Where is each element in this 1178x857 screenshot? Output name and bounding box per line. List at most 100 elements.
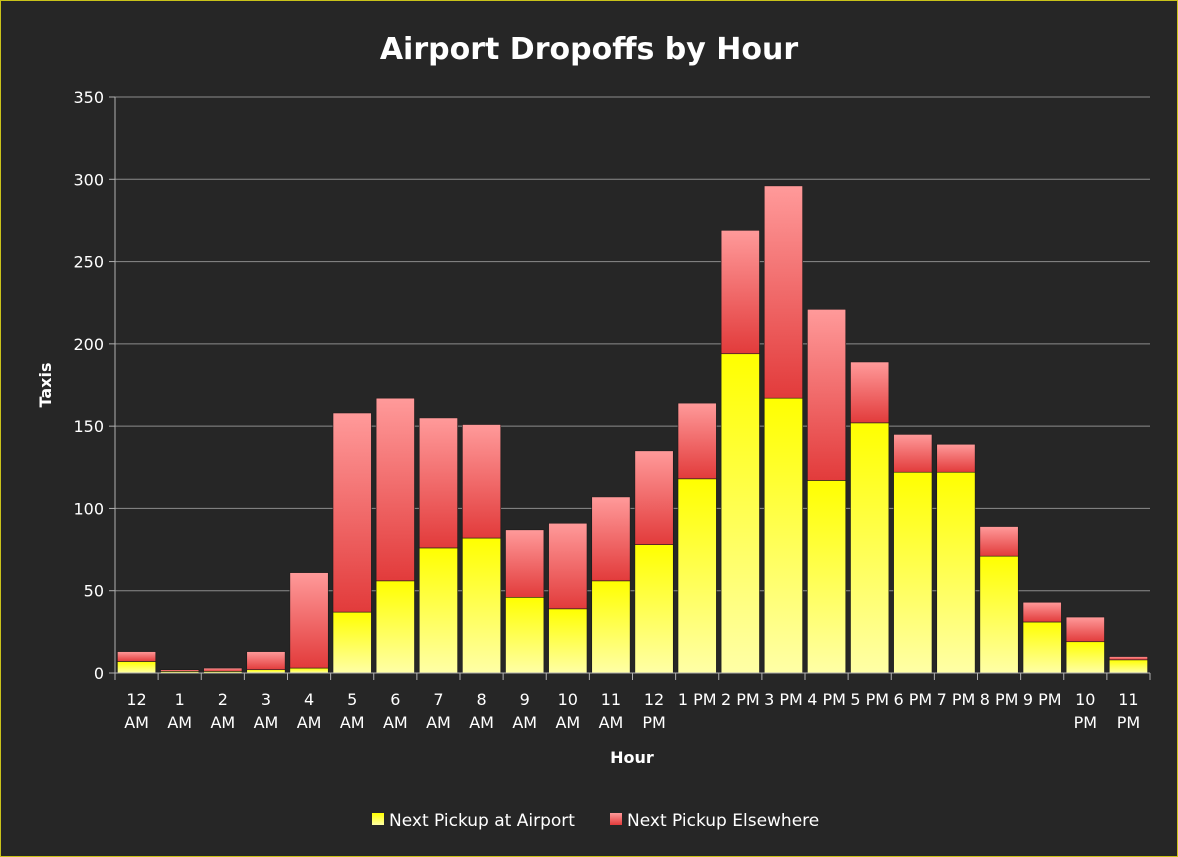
x-tick-label: 8 PM xyxy=(980,690,1019,709)
x-tick-label: 12 xyxy=(644,690,664,709)
bar-next-pickup-elsewhere xyxy=(289,572,329,669)
x-tick-label: AM xyxy=(469,713,494,732)
bar-next-pickup-elsewhere xyxy=(418,417,458,549)
x-tick-label: PM xyxy=(1117,713,1140,732)
x-tick-label: AM xyxy=(254,713,279,732)
y-tick-label: 200 xyxy=(73,335,104,354)
x-tick-label: PM xyxy=(1074,713,1097,732)
x-tick-label: 9 xyxy=(520,690,530,709)
bar-next-pickup-elsewhere xyxy=(548,522,588,610)
bar-next-pickup-elsewhere xyxy=(375,397,415,582)
bar-next-pickup-at-airport xyxy=(936,471,976,674)
bar-next-pickup-at-airport xyxy=(591,580,631,674)
x-tick-label: 8 xyxy=(476,690,486,709)
bar-next-pickup-elsewhere xyxy=(117,651,157,662)
x-tick-label: 10 xyxy=(558,690,578,709)
x-tick-label: AM xyxy=(297,713,322,732)
y-tick-label: 50 xyxy=(84,582,104,601)
bar-next-pickup-elsewhere xyxy=(936,443,976,473)
y-axis-label: Taxis xyxy=(36,363,55,408)
bar-next-pickup-at-airport xyxy=(634,544,674,674)
bar-next-pickup-at-airport xyxy=(850,422,890,674)
y-tick-label: 100 xyxy=(73,499,104,518)
bar-next-pickup-elsewhere xyxy=(160,669,200,672)
x-tick-label: AM xyxy=(124,713,149,732)
gridlines xyxy=(109,96,1150,674)
x-tick-label: 6 PM xyxy=(893,690,932,709)
y-tick-label: 0 xyxy=(94,664,104,683)
bar-next-pickup-at-airport xyxy=(375,580,415,674)
bars xyxy=(117,185,1148,674)
bar-next-pickup-elsewhere xyxy=(591,496,631,582)
bar-next-pickup-at-airport xyxy=(1065,641,1105,674)
bar-next-pickup-elsewhere xyxy=(893,434,933,473)
bar-next-pickup-at-airport xyxy=(979,555,1019,674)
x-tick-label: 12 xyxy=(126,690,146,709)
y-tick-label: 250 xyxy=(73,253,104,272)
bar-next-pickup-elsewhere xyxy=(677,402,717,480)
bar-next-pickup-elsewhere xyxy=(720,230,760,355)
bar-next-pickup-elsewhere xyxy=(332,412,372,613)
bar-next-pickup-elsewhere xyxy=(462,424,502,539)
bar-next-pickup-elsewhere xyxy=(1065,616,1105,643)
bar-next-pickup-at-airport xyxy=(505,596,545,674)
bar-next-pickup-at-airport xyxy=(462,537,502,674)
bar-next-pickup-elsewhere xyxy=(763,185,803,399)
legend-swatch xyxy=(610,813,622,825)
bar-next-pickup-elsewhere xyxy=(850,361,890,424)
bar-next-pickup-elsewhere xyxy=(203,667,243,672)
bar-next-pickup-at-airport xyxy=(893,471,933,674)
bar-next-pickup-at-airport xyxy=(1108,659,1148,674)
chart-title: Airport Dropoffs by Hour xyxy=(380,32,799,67)
y-tick-label: 150 xyxy=(73,417,104,436)
bar-next-pickup-at-airport xyxy=(677,478,717,674)
bar-next-pickup-at-airport xyxy=(332,611,372,674)
bar-next-pickup-elsewhere xyxy=(1022,601,1062,623)
x-tick-label: 1 xyxy=(175,690,185,709)
bar-next-pickup-elsewhere xyxy=(979,526,1019,557)
x-tick-label: 9 PM xyxy=(1023,690,1062,709)
x-tick-label: AM xyxy=(599,713,624,732)
x-tick-label: 2 xyxy=(218,690,228,709)
bar-next-pickup-elsewhere xyxy=(505,529,545,598)
x-tick-label: 11 xyxy=(1118,690,1138,709)
x-tick-label: AM xyxy=(167,713,192,732)
bar-next-pickup-elsewhere xyxy=(807,308,847,481)
bar-next-pickup-at-airport xyxy=(117,661,157,674)
legend-swatch xyxy=(372,813,384,825)
x-tick-label: 3 PM xyxy=(764,690,803,709)
tick-labels: 0 50 100 150 200 250 300 350 12 AM 1 AM 2 AM 3 AM 4 AM 5 AM… xyxy=(73,88,1140,732)
x-tick-label: 5 PM xyxy=(850,690,889,709)
x-tick-label: PM xyxy=(642,713,665,732)
x-tick-label: 7 xyxy=(433,690,443,709)
x-tick-label: AM xyxy=(426,713,451,732)
x-tick-label: 11 xyxy=(601,690,621,709)
x-tick-label: AM xyxy=(555,713,580,732)
x-tick-label: AM xyxy=(340,713,365,732)
legend-label: Next Pickup at Airport xyxy=(389,811,575,831)
bar-next-pickup-elsewhere xyxy=(246,651,286,671)
x-tick-label: 2 PM xyxy=(721,690,760,709)
x-tick-label: 5 xyxy=(347,690,357,709)
y-tick-label: 300 xyxy=(73,170,104,189)
bar-next-pickup-at-airport xyxy=(807,480,847,674)
x-tick-label: 6 xyxy=(390,690,400,709)
bar-next-pickup-at-airport xyxy=(763,397,803,674)
bar-next-pickup-at-airport xyxy=(418,547,458,674)
bar-next-pickup-at-airport xyxy=(1022,621,1062,674)
x-tick-label: 7 PM xyxy=(937,690,976,709)
x-tick-label: 4 xyxy=(304,690,314,709)
x-tick-label: 3 xyxy=(261,690,271,709)
x-tick-label: AM xyxy=(210,713,235,732)
x-axis-label: Hour xyxy=(610,748,654,767)
x-tick-label: 4 PM xyxy=(807,690,846,709)
y-tick-label: 350 xyxy=(73,88,104,107)
bar-next-pickup-at-airport xyxy=(548,608,588,674)
axes xyxy=(114,97,1151,680)
bar-next-pickup-at-airport xyxy=(720,353,760,674)
x-tick-label: AM xyxy=(383,713,408,732)
x-tick-label: AM xyxy=(512,713,537,732)
legend: Next Pickup at Airport Next Pickup Elsewh… xyxy=(372,811,819,831)
